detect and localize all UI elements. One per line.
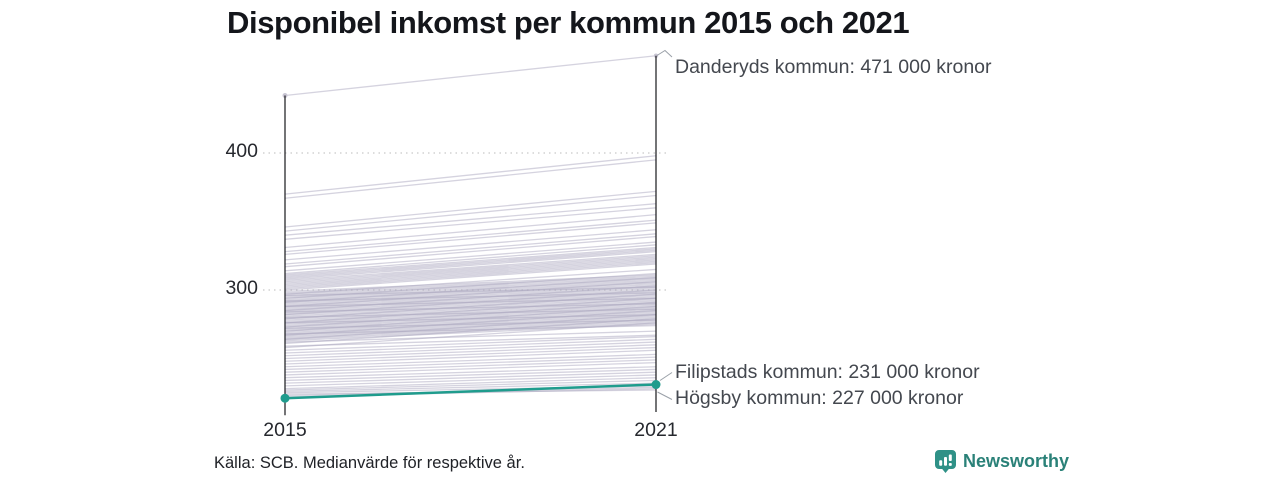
highlight-2021-dot — [651, 380, 661, 390]
annotation-filipstad: Filipstads kommun: 231 000 kronor — [675, 361, 980, 383]
y-axis-tick-300: 300 — [225, 277, 258, 299]
annotation-danderyd: Danderyds kommun: 471 000 kronor — [675, 56, 992, 78]
highlight-2015-dot — [280, 393, 290, 403]
x-axis-tick-2021: 2021 — [634, 419, 678, 441]
newsworthy-logo-icon — [935, 450, 956, 473]
source-note: Källa: SCB. Medianvärde för respektive å… — [214, 454, 525, 472]
annotation-leaders — [656, 49, 673, 400]
municipality-lines — [282, 53, 659, 398]
chart-title: Disponibel inkomst per kommun 2015 och 2… — [227, 5, 910, 40]
x-axis-tick-2015: 2015 — [263, 419, 307, 441]
newsworthy-wordmark: Newsworthy — [963, 451, 1070, 471]
axes — [284, 55, 657, 416]
y-axis-tick-400: 400 — [225, 140, 258, 162]
highlight-line-filipstad — [280, 380, 661, 403]
annotation-hogsby: Högsby kommun: 227 000 kronor — [675, 387, 964, 409]
newsworthy-brand: Newsworthy — [935, 450, 1069, 473]
